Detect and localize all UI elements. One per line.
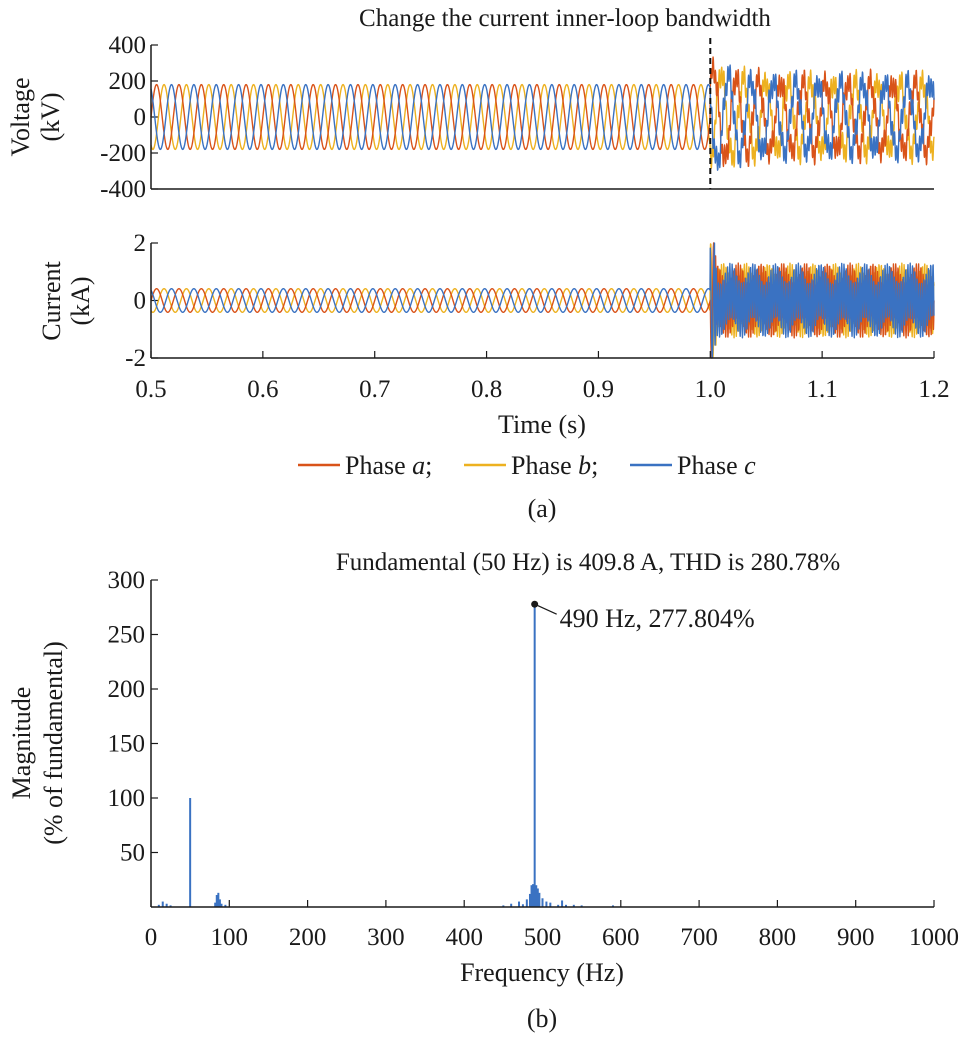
current-x-tick-label: 0.7 <box>359 376 390 403</box>
current-y-tick-label: 2 <box>134 230 147 257</box>
spectrum-x-ticks: 0 100 200 300 400 500 600 700 800 900 1000 <box>145 900 959 951</box>
spectrum-xlabel: Frequency (Hz) <box>460 958 624 987</box>
current-series <box>150 242 935 359</box>
spectrum-x-tick-label: 300 <box>367 924 405 951</box>
current-x-tick-label: 0.6 <box>247 376 278 403</box>
spectrum-bars <box>157 604 614 907</box>
legend: Phase a; Phase b; Phase c <box>298 451 756 480</box>
spectrum-x-tick-label: 1000 <box>909 924 959 951</box>
voltage-y-tick-label: 0 <box>134 104 147 131</box>
spectrum-x-tick-label: 500 <box>524 924 562 951</box>
voltage-y-tick-label: -200 <box>100 140 146 167</box>
voltage-ylabel-line2: (kV) <box>36 92 65 141</box>
voltage-series-phase-a <box>150 56 935 168</box>
caption-a: (a) <box>528 494 557 523</box>
voltage-axes <box>150 45 934 190</box>
spectrum-y-tick-label: 300 <box>108 567 146 594</box>
current-axes <box>150 243 934 359</box>
spectrum-chart-title: Fundamental (50 Hz) is 409.8 A, THD is 2… <box>336 549 840 576</box>
spectrum-x-tick-label: 100 <box>211 924 249 951</box>
voltage-series-phase-c <box>150 64 935 171</box>
current-x-tick-label: 0.5 <box>135 376 166 403</box>
spectrum-y-ticks: 300 250 200 150 100 50 <box>108 567 158 867</box>
spectrum-y-tick-label: 200 <box>108 676 146 703</box>
voltage-panel: Change the current inner-loop bandwidth … <box>6 5 935 203</box>
current-x-tick-label: 1.0 <box>695 376 726 403</box>
voltage-ylabel-line1: Voltage <box>6 78 35 157</box>
spectrum-y-tick-label: 250 <box>108 622 146 649</box>
spectrum-y-tick-label: 150 <box>108 731 146 758</box>
spectrum-ylabel-line1: Magnitude <box>7 687 36 800</box>
spectrum-x-tick-label: 900 <box>837 924 875 951</box>
current-y-ticks: 2 0 -2 <box>125 230 158 372</box>
current-ylabel-line1: Current <box>37 261 66 341</box>
current-x-ticks: 0.5 0.6 0.7 0.8 0.9 1.0 1.1 1.2 <box>135 351 950 403</box>
current-x-tick-label: 0.9 <box>583 376 614 403</box>
current-xlabel: Time (s) <box>498 410 586 439</box>
current-y-tick-label: 0 <box>134 288 147 315</box>
current-x-tick-label: 1.2 <box>918 376 949 403</box>
current-series-phase-c <box>150 242 935 359</box>
spectrum-y-tick-label: 100 <box>108 785 146 812</box>
current-ylabel-line2: (kA) <box>66 276 95 325</box>
spectrum-axes <box>150 580 934 908</box>
spectrum-panel: Fundamental (50 Hz) is 409.8 A, THD is 2… <box>7 549 959 987</box>
voltage-y-tick-label: -400 <box>100 176 146 203</box>
spectrum-x-tick-label: 800 <box>759 924 797 951</box>
peak-annotation-label: 490 Hz, 277.804% <box>560 604 755 633</box>
current-x-tick-label: 1.1 <box>807 376 838 403</box>
voltage-y-tick-label: 200 <box>109 68 147 95</box>
legend-label-phase-c: Phase c <box>677 451 756 480</box>
voltage-chart-title: Change the current inner-loop bandwidth <box>359 5 771 32</box>
current-y-tick-label: -2 <box>125 345 146 372</box>
spectrum-x-tick-label: 400 <box>445 924 483 951</box>
caption-b: (b) <box>527 1004 557 1033</box>
voltage-series <box>150 56 935 171</box>
spectrum-x-tick-label: 600 <box>602 924 640 951</box>
spectrum-x-tick-label: 700 <box>680 924 718 951</box>
spectrum-x-tick-label: 200 <box>289 924 327 951</box>
current-x-tick-label: 0.8 <box>471 376 502 403</box>
spectrum-x-tick-label: 0 <box>145 924 158 951</box>
current-panel: Current (kA) 2 0 -2 0.5 0.6 0.7 0.8 0.9 1.0 1.1 1… <box>37 230 950 439</box>
spectrum-y-tick-label: 50 <box>120 840 145 867</box>
peak-annotation-leader <box>534 603 557 615</box>
voltage-y-tick-label: 400 <box>109 32 147 59</box>
spectrum-ylabel-line2: (% of fundamental) <box>39 641 68 845</box>
voltage-y-ticks: 400 200 0 -200 -400 <box>100 32 158 203</box>
legend-label-phase-a: Phase a; <box>345 451 432 480</box>
legend-label-phase-b: Phase b; <box>511 451 598 480</box>
